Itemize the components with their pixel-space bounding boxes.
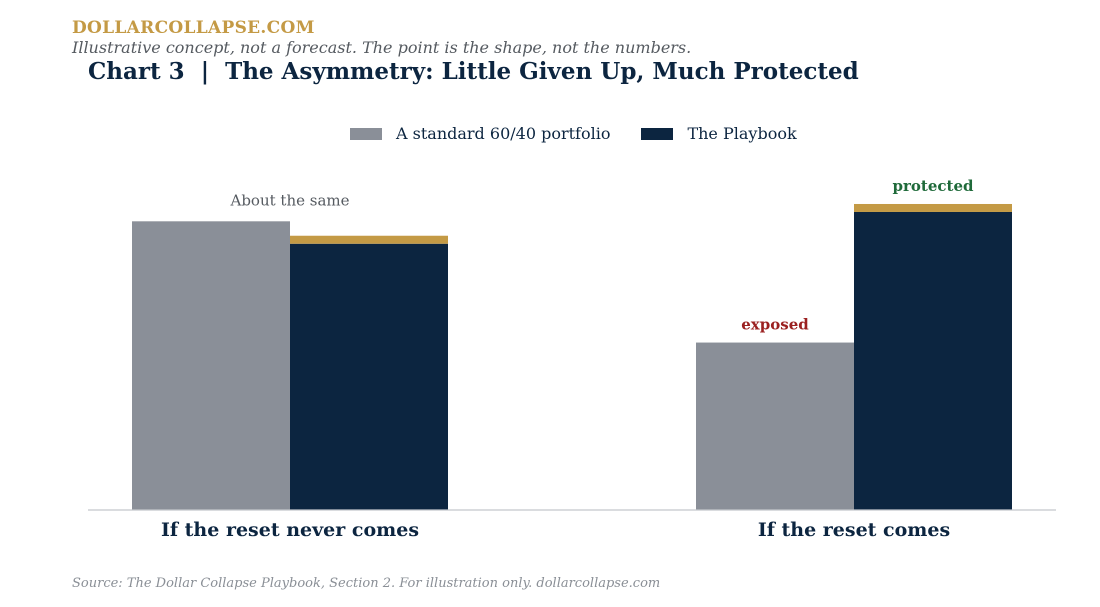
- bar-cap-playbook-1: [854, 203, 1012, 212]
- legend-item-playbook: The Playbook: [641, 124, 797, 143]
- bar-cap-playbook-0: [290, 235, 448, 244]
- bar-playbook-1: [854, 211, 1012, 510]
- bar-standard-0: [132, 221, 290, 510]
- x-tick-label-1: If the reset comes: [758, 519, 950, 541]
- legend-label-standard: A standard 60/40 portfolio: [396, 124, 611, 143]
- legend-item-standard: A standard 60/40 portfolio: [350, 124, 610, 143]
- legend-label-playbook: The Playbook: [687, 124, 797, 143]
- legend-swatch-playbook: [641, 127, 674, 140]
- chart-subtitle: Illustrative concept, not a forecast. Th…: [72, 38, 692, 57]
- brand-name: DOLLARCOLLAPSE.COM: [72, 18, 315, 38]
- chart-legend: A standard 60/40 portfolio The Playbook: [350, 124, 828, 143]
- legend-swatch-standard: [350, 127, 382, 140]
- annotation-protected-label: protected: [893, 177, 974, 195]
- annotation-neutral-label: About the same: [230, 191, 350, 209]
- bar-standard-1: [696, 342, 854, 510]
- annotation-exposed-label: exposed: [741, 316, 809, 334]
- bar-playbook-0: [290, 243, 448, 510]
- source-note: Source: The Dollar Collapse Playbook, Se…: [72, 576, 661, 591]
- chart-title: Chart 3 | The Asymmetry: Little Given Up…: [88, 58, 859, 85]
- x-tick-label-0: If the reset never comes: [161, 519, 419, 541]
